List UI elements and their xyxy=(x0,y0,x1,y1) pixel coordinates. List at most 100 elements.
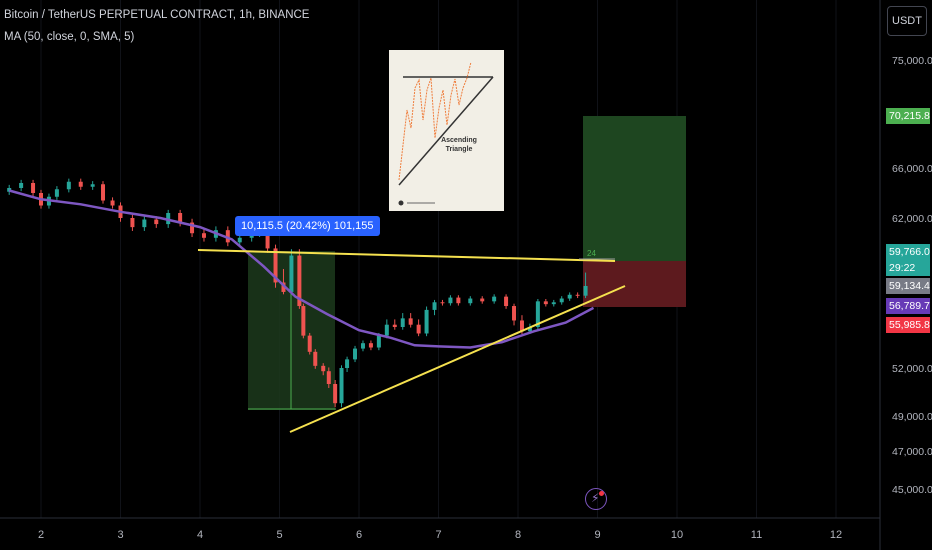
candle-body xyxy=(110,200,115,206)
measure-label: 10,115.5 (20.42%) 101,155 xyxy=(235,216,380,236)
x-tick-label: 6 xyxy=(356,529,362,541)
candle-body xyxy=(178,213,183,223)
candle-body xyxy=(90,184,95,187)
resistance-trendline[interactable] xyxy=(197,249,616,262)
ma-indicator-label[interactable]: MA (50, close, 0, SMA, 5) xyxy=(4,31,135,43)
candle-body xyxy=(190,222,195,234)
candle-body xyxy=(376,335,381,348)
candle-body xyxy=(321,365,326,372)
candle-body xyxy=(368,343,373,348)
candle-body xyxy=(353,348,358,360)
price-axis[interactable]: 75,000.0 66,000.0 62,000.0 52,000.0 49,000.0… xyxy=(892,55,932,496)
price-badge: 29:22 xyxy=(886,260,930,276)
x-tick-label: 4 xyxy=(197,529,203,541)
x-tick-label: 8 xyxy=(515,529,521,541)
candle-body xyxy=(225,230,230,243)
x-tick-label: 3 xyxy=(117,529,123,541)
candle-body xyxy=(31,183,36,193)
inset-caption-line1: Ascending xyxy=(441,137,477,144)
candle-body xyxy=(543,301,548,305)
y-tick-label: 45,000.0 xyxy=(892,484,932,496)
candle-body xyxy=(512,306,517,321)
candle-body xyxy=(551,302,556,305)
candle-body xyxy=(297,255,302,307)
candle-body xyxy=(333,384,338,404)
candle-body xyxy=(456,297,461,304)
candle-body xyxy=(384,324,389,336)
candle-body xyxy=(142,219,147,228)
y-tick-label: 66,000.0 xyxy=(892,163,932,175)
candle-body xyxy=(583,286,588,296)
ascending-triangle-inset-image: Ascending Triangle xyxy=(389,50,504,211)
candle-body xyxy=(289,255,294,292)
x-tick-label: 2 xyxy=(38,529,44,541)
x-tick-label: 11 xyxy=(751,529,762,541)
long-position-profit-zone[interactable] xyxy=(583,116,686,261)
candle-body xyxy=(480,298,485,302)
candle-body xyxy=(281,282,286,292)
support-trendline[interactable] xyxy=(289,285,626,433)
candle-body xyxy=(519,320,524,332)
candle-body xyxy=(130,218,135,228)
candle-body xyxy=(535,301,540,328)
x-tick-label: 12 xyxy=(830,529,842,541)
position-tag: 24 xyxy=(587,249,596,258)
y-tick-label: 49,000.0 xyxy=(892,411,932,423)
x-tick-label: 10 xyxy=(671,529,683,541)
price-badge: 56,789.7 xyxy=(886,298,930,314)
candle-body xyxy=(400,318,405,328)
candle-body xyxy=(567,294,572,299)
long-position-stop-zone[interactable] xyxy=(583,261,686,307)
candle-body xyxy=(273,248,278,283)
candle-body xyxy=(301,306,306,336)
inset-caption-line2: Triangle xyxy=(445,146,473,153)
candle-body xyxy=(237,237,242,243)
candle-body xyxy=(432,302,437,310)
y-tick-label: 75,000.0 xyxy=(892,55,932,67)
candle-body xyxy=(392,324,397,328)
x-tick-label: 5 xyxy=(276,529,282,541)
candle-body xyxy=(19,183,24,188)
candle-body xyxy=(201,233,206,238)
chart-title: Bitcoin / TetherUS PERPETUAL CONTRACT, 1… xyxy=(4,9,310,21)
candle-body xyxy=(440,302,445,304)
candle-body xyxy=(575,294,580,296)
candle-body xyxy=(424,309,429,334)
candle-body xyxy=(313,351,318,366)
candle-body xyxy=(307,335,312,352)
candle-body xyxy=(78,181,83,187)
y-tick-label: 52,000.0 xyxy=(892,363,932,375)
candle-body xyxy=(360,343,365,349)
candle-body xyxy=(154,219,159,225)
lightning-alert-icon[interactable] xyxy=(585,488,607,510)
notification-dot xyxy=(599,491,604,496)
candle-body xyxy=(7,188,12,192)
currency-button[interactable]: USDT xyxy=(887,6,927,36)
price-badge: 59,766.0 xyxy=(886,244,930,260)
candle-body xyxy=(66,181,71,190)
candle-body xyxy=(345,359,350,368)
y-tick-label: 47,000.0 xyxy=(892,446,932,458)
candle-body xyxy=(54,189,59,197)
candle-body xyxy=(559,298,564,303)
candle-body xyxy=(416,324,421,334)
candle-body xyxy=(265,228,270,249)
candle-body xyxy=(101,184,106,201)
candle-body xyxy=(339,368,344,404)
candle-body xyxy=(448,297,453,304)
price-badge: 59,134.4 xyxy=(886,278,930,294)
price-badge: 55,985.8 xyxy=(886,317,930,333)
price-badge: 70,215.8 xyxy=(886,108,930,124)
candle-body xyxy=(527,327,532,332)
candle-body xyxy=(468,298,473,304)
ma-line xyxy=(8,189,595,349)
time-axis[interactable]: 2 3 4 5 6 7 8 9 10 11 12 xyxy=(38,529,842,541)
candle-body xyxy=(408,318,413,325)
candle-body xyxy=(326,371,331,384)
y-tick-label: 62,000.0 xyxy=(892,213,932,225)
candle-body xyxy=(492,296,497,302)
x-tick-label: 9 xyxy=(594,529,600,541)
candle-body xyxy=(504,296,509,307)
x-tick-label: 7 xyxy=(435,529,441,541)
